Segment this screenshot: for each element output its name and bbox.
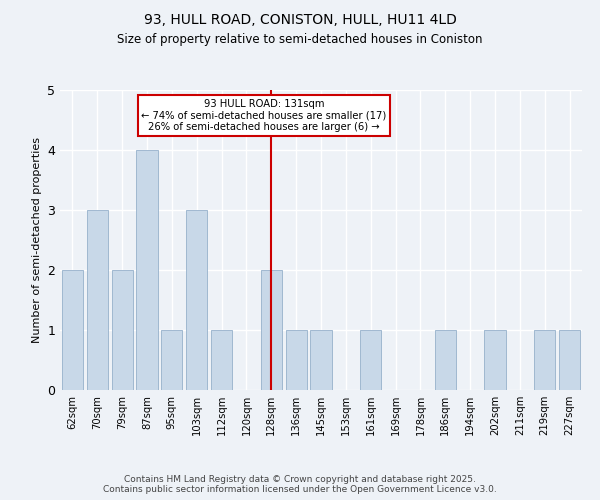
Bar <box>136 150 158 390</box>
Bar <box>161 330 182 390</box>
Text: 93, HULL ROAD, CONISTON, HULL, HU11 4LD: 93, HULL ROAD, CONISTON, HULL, HU11 4LD <box>143 12 457 26</box>
Text: Contains HM Land Registry data © Crown copyright and database right 2025.
Contai: Contains HM Land Registry data © Crown c… <box>103 474 497 494</box>
Y-axis label: Number of semi-detached properties: Number of semi-detached properties <box>32 137 41 343</box>
Bar <box>534 330 555 390</box>
Bar <box>360 330 381 390</box>
Bar <box>186 210 207 390</box>
Bar <box>559 330 580 390</box>
Bar <box>62 270 83 390</box>
Bar <box>87 210 108 390</box>
Bar <box>261 270 282 390</box>
Bar <box>435 330 456 390</box>
Bar <box>112 270 133 390</box>
Bar <box>286 330 307 390</box>
Text: 93 HULL ROAD: 131sqm
← 74% of semi-detached houses are smaller (17)
26% of semi-: 93 HULL ROAD: 131sqm ← 74% of semi-detac… <box>141 99 386 132</box>
Bar <box>484 330 506 390</box>
Bar <box>211 330 232 390</box>
Text: Size of property relative to semi-detached houses in Coniston: Size of property relative to semi-detach… <box>117 32 483 46</box>
Bar <box>310 330 332 390</box>
